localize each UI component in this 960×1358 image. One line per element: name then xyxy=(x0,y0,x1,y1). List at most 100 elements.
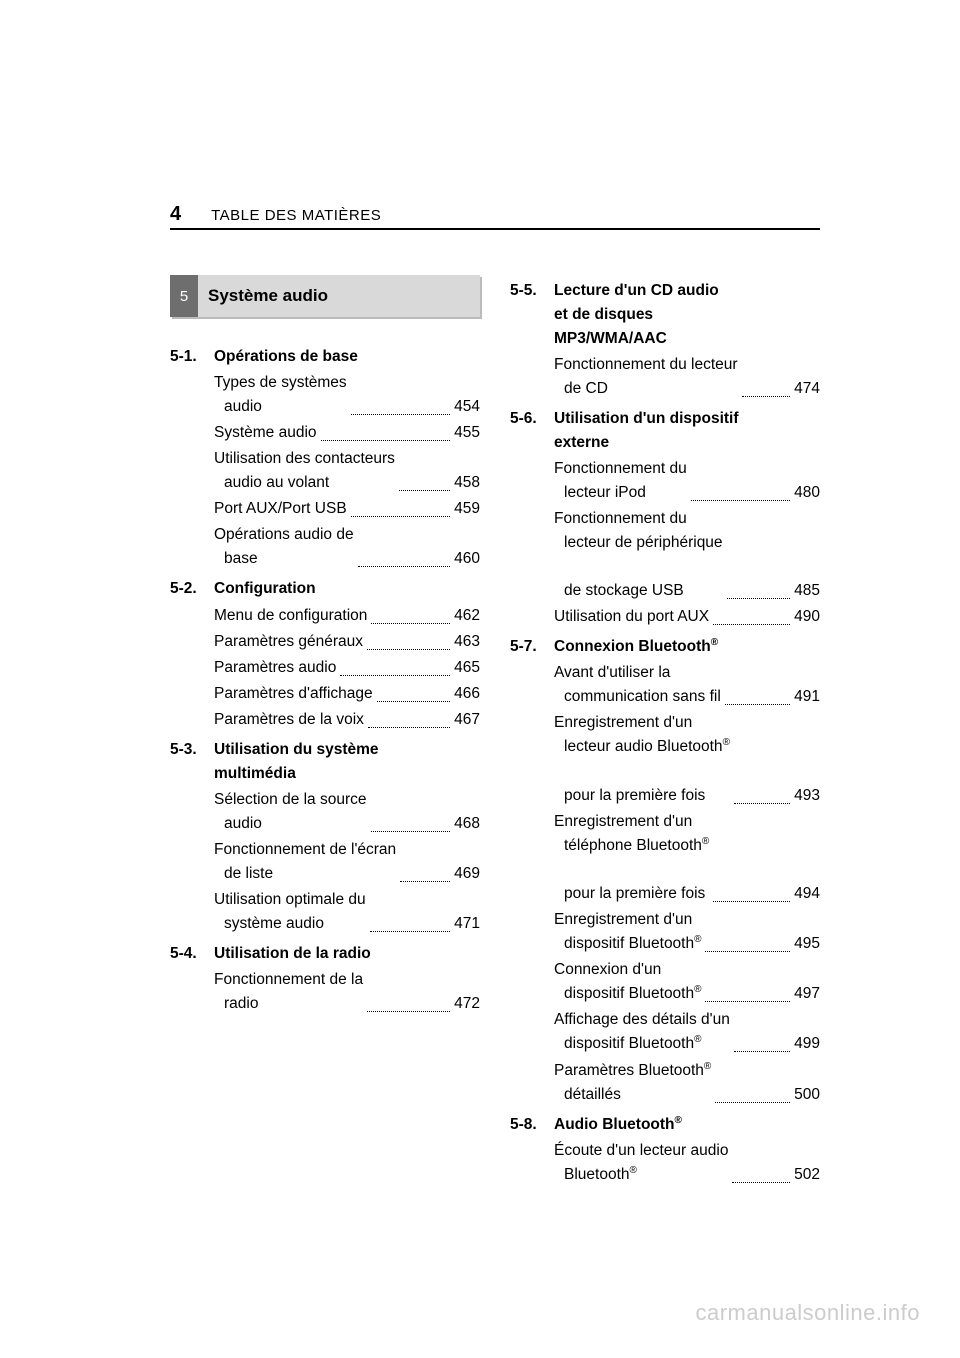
entry-page: 490 xyxy=(794,605,820,629)
entry-text: Enregistrement d'un lecteur audio Blueto… xyxy=(554,711,730,807)
entry-page: 465 xyxy=(454,656,480,680)
entry-page: 494 xyxy=(794,882,820,906)
leader-dots xyxy=(377,701,450,702)
toc-entry: Fonctionnement de l'écran de liste 469 xyxy=(214,838,480,886)
entry-text: Système audio xyxy=(214,421,317,445)
section-heading: 5-5. Lecture d'un CD audio et de disques… xyxy=(510,279,820,351)
toc-entry: Enregistrement d'un téléphone Bluetooth®… xyxy=(554,810,820,906)
entry-page: 502 xyxy=(794,1163,820,1187)
leader-dots xyxy=(358,566,451,567)
toc-entry: Fonctionnement du lecteur de périphériqu… xyxy=(554,507,820,603)
entry-text: Paramètres généraux xyxy=(214,630,363,654)
toc-entry: Types de systèmes audio 454 xyxy=(214,371,480,419)
section-heading: 5-7. Connexion Bluetooth® xyxy=(510,635,820,659)
toc-entry: Paramètres d'affichage 466 xyxy=(214,682,480,706)
entry-text: Avant d'utiliser la communication sans f… xyxy=(554,661,721,709)
chapter-number: 5 xyxy=(170,275,198,317)
leader-dots xyxy=(732,1182,790,1183)
watermark: carmanualsonline.info xyxy=(695,1300,920,1326)
leader-dots xyxy=(715,1102,790,1103)
toc-entry: Connexion d'un dispositif Bluetooth® 497 xyxy=(554,958,820,1006)
toc-entry: Enregistrement d'un dispositif Bluetooth… xyxy=(554,908,820,956)
toc-entry: Fonctionnement de la radio 472 xyxy=(214,968,480,1016)
toc-entry: Paramètres généraux 463 xyxy=(214,630,480,654)
header-rule xyxy=(170,228,820,230)
entry-text: Utilisation optimale du système audio xyxy=(214,888,366,936)
entry-text: Menu de configuration xyxy=(214,604,367,628)
toc-entry: Utilisation optimale du système audio 47… xyxy=(214,888,480,936)
entry-page: 491 xyxy=(794,685,820,709)
entry-page: 455 xyxy=(454,421,480,445)
leader-dots xyxy=(321,440,451,441)
entry-text: Écoute d'un lecteur audio Bluetooth® xyxy=(554,1139,728,1187)
entry-page: 469 xyxy=(454,862,480,886)
entry-page: 472 xyxy=(454,992,480,1016)
entry-text: Fonctionnement de l'écran de liste xyxy=(214,838,396,886)
section-title: Audio Bluetooth® xyxy=(554,1113,820,1137)
entry-text: Enregistrement d'un dispositif Bluetooth… xyxy=(554,908,701,956)
leader-dots xyxy=(367,649,450,650)
page: 4 TABLE DES MATIÈRES 5 Système audio 5-1… xyxy=(0,0,960,1358)
toc-entry: Paramètres de la voix 467 xyxy=(214,708,480,732)
entry-text: Paramètres Bluetooth® détaillés xyxy=(554,1058,711,1106)
leader-dots xyxy=(399,490,450,491)
leader-dots xyxy=(705,1001,790,1002)
leader-dots xyxy=(370,931,450,932)
entry-page: 499 xyxy=(794,1032,820,1056)
entry-text: Utilisation des contacteurs audio au vol… xyxy=(214,447,395,495)
toc-entry: Paramètres Bluetooth® détaillés 500 xyxy=(554,1058,820,1106)
section-number: 5-6. xyxy=(510,407,554,455)
section-heading: 5-4. Utilisation de la radio xyxy=(170,942,480,966)
leader-dots xyxy=(734,1051,790,1052)
leader-dots xyxy=(705,951,790,952)
toc-section: 5-3. Utilisation du système multimédia S… xyxy=(170,738,480,936)
section-title: Configuration xyxy=(214,577,480,601)
section-heading: 5-1. Opérations de base xyxy=(170,345,480,369)
toc-left-column: 5 Système audio 5-1. Opérations de base … xyxy=(170,275,480,1193)
toc-section: 5-7. Connexion Bluetooth® Avant d'utilis… xyxy=(510,635,820,1106)
toc-entry: Affichage des détails d'un dispositif Bl… xyxy=(554,1008,820,1056)
leader-dots xyxy=(725,704,790,705)
entry-page: 462 xyxy=(454,604,480,628)
leader-dots xyxy=(734,803,790,804)
section-number: 5-7. xyxy=(510,635,554,659)
toc-entry: Système audio 455 xyxy=(214,421,480,445)
entry-text: Affichage des détails d'un dispositif Bl… xyxy=(554,1008,730,1056)
toc-entry: Port AUX/Port USB 459 xyxy=(214,497,480,521)
toc-entry: Fonctionnement du lecteur iPod 480 xyxy=(554,457,820,505)
toc-content: 5 Système audio 5-1. Opérations de base … xyxy=(170,275,820,1193)
entry-text: Port AUX/Port USB xyxy=(214,497,347,521)
entry-page: 460 xyxy=(454,547,480,571)
section-heading: 5-8. Audio Bluetooth® xyxy=(510,1113,820,1137)
leader-dots xyxy=(367,1011,450,1012)
toc-section: 5-5. Lecture d'un CD audio et de disques… xyxy=(510,279,820,401)
entry-page: 468 xyxy=(454,812,480,836)
toc-entry: Paramètres audio 465 xyxy=(214,656,480,680)
section-title: Connexion Bluetooth® xyxy=(554,635,820,659)
chapter-header: 5 Système audio xyxy=(170,275,480,317)
section-number: 5-2. xyxy=(170,577,214,601)
section-number: 5-4. xyxy=(170,942,214,966)
page-header: 4 TABLE DES MATIÈRES xyxy=(170,203,820,226)
entry-text: Fonctionnement du lecteur de périphériqu… xyxy=(554,507,723,603)
leader-dots xyxy=(691,500,790,501)
section-heading: 5-2. Configuration xyxy=(170,577,480,601)
entry-text: Opérations audio de base xyxy=(214,523,354,571)
toc-entry: Sélection de la source audio 468 xyxy=(214,788,480,836)
toc-entry: Utilisation des contacteurs audio au vol… xyxy=(214,447,480,495)
section-number: 5-1. xyxy=(170,345,214,369)
entry-page: 485 xyxy=(794,579,820,603)
entry-text: Connexion d'un dispositif Bluetooth® xyxy=(554,958,701,1006)
section-heading: 5-6. Utilisation d'un dispositif externe xyxy=(510,407,820,455)
entry-text: Utilisation du port AUX xyxy=(554,605,709,629)
entry-page: 500 xyxy=(794,1083,820,1107)
entry-text: Fonctionnement du lecteur de CD xyxy=(554,353,738,401)
toc-entry: Opérations audio de base 460 xyxy=(214,523,480,571)
entry-page: 474 xyxy=(794,377,820,401)
entry-text: Paramètres d'affichage xyxy=(214,682,373,706)
entry-page: 497 xyxy=(794,982,820,1006)
chapter-title: Système audio xyxy=(198,275,480,317)
section-heading: 5-3. Utilisation du système multimédia xyxy=(170,738,480,786)
entry-page: 471 xyxy=(454,912,480,936)
entry-page: 495 xyxy=(794,932,820,956)
